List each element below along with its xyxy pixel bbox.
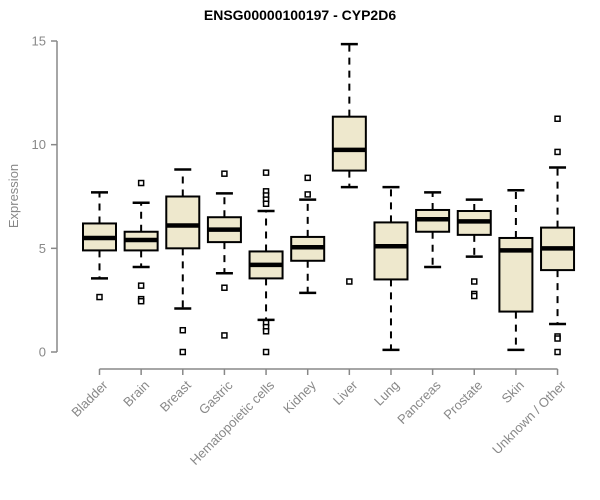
outlier-point [179,326,187,334]
boxplot-skin [498,189,534,352]
y-tick-label: 5 [39,241,46,256]
outlier-point [221,284,228,291]
boxplot-kidney [290,174,326,295]
outlier-point [554,348,561,356]
x-tick-label-pancreas: Pancreas [394,377,444,427]
outlier-point [471,278,478,285]
x-tick-label-brain: Brain [120,378,152,410]
x-tick-label-breast: Breast [157,377,194,414]
iqr-box [165,195,201,250]
outlier-point [262,328,270,335]
boxplot-bladder [82,191,117,301]
boxplot-brain [123,179,159,305]
chart-title: ENSG00000100197 - CYP2D6 [203,7,397,23]
outlier-point [96,293,103,301]
outlier-point [346,278,353,285]
iqr-box [373,221,409,281]
iqr-box [331,115,367,172]
outlier-point [304,174,311,182]
outlier-point [137,297,145,305]
outlier-point [137,282,145,289]
outlier-point [554,115,561,122]
boxplot-breast [165,168,201,356]
boxplot-pancreas [415,191,451,269]
outlier-point [262,200,270,208]
outlier-point [471,292,478,300]
outlier-point [221,170,228,177]
outlier-point [262,348,270,356]
x-tick-label-unknown-other: Unknown / Other [489,377,569,457]
outlier-point [179,348,187,356]
y-tick-label: 0 [39,345,46,360]
y-tick-label: 10 [32,137,46,152]
boxplot-liver [331,42,367,285]
x-tick-label-skin: Skin [499,378,527,406]
boxplot-lung [373,185,409,352]
boxplot-gastric [206,170,242,339]
x-tick-label-gastric: Gastric [196,377,236,417]
x-tick-label-bladder: Bladder [68,377,111,420]
y-axis: 0 5 10 15 [32,34,58,360]
outlier-point [137,179,145,187]
outlier-point [554,148,561,156]
x-tick-label-kidney: Kidney [280,377,319,416]
boxplot-unknown-other [540,115,576,356]
outlier-point [304,191,311,198]
boxplot-hematopoietic-cells [248,169,284,356]
boxplot-prostate [456,198,492,300]
x-tick-label-lung: Lung [371,378,402,409]
outlier-point [554,335,561,342]
outlier-point [221,332,228,339]
outlier-point [262,169,270,176]
x-tick-label-prostate: Prostate [441,378,486,423]
y-tick-label: 15 [32,34,46,49]
x-tick-label-liver: Liver [330,377,361,408]
